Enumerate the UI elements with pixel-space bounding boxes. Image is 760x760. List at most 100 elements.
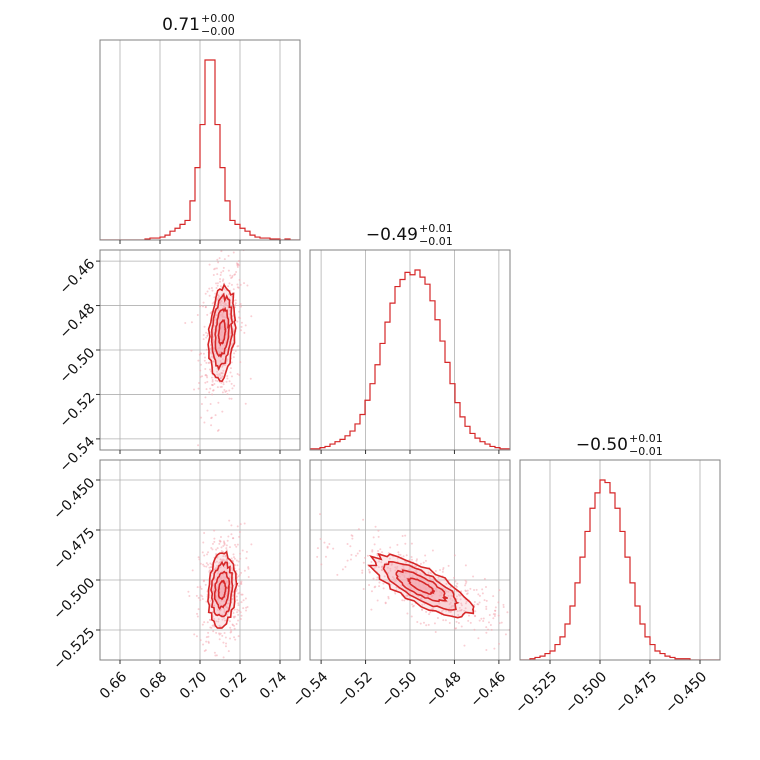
title-param-0-sup: +0.00 <box>201 12 235 25</box>
histogram-bin <box>405 272 410 450</box>
histogram-bin <box>570 606 575 660</box>
sample-point <box>223 388 226 391</box>
sample-point <box>498 589 501 592</box>
sample-point <box>216 373 219 376</box>
histogram-bin <box>245 231 250 240</box>
sample-point <box>220 600 223 603</box>
sample-point <box>316 547 319 550</box>
sample-point <box>239 361 242 364</box>
sample-point <box>403 574 406 577</box>
histogram-bin <box>225 201 230 240</box>
sample-point <box>226 358 229 361</box>
sample-point <box>229 626 232 629</box>
sample-point <box>226 393 229 396</box>
histogram-bin <box>455 403 460 450</box>
histogram-bin <box>375 365 380 450</box>
sample-point <box>403 599 406 602</box>
sample-point <box>233 384 236 387</box>
sample-point <box>227 254 230 257</box>
sample-point <box>236 599 239 602</box>
sample-point <box>455 620 458 623</box>
sample-point <box>239 611 242 614</box>
sample-point <box>411 575 414 578</box>
sample-point <box>206 376 209 379</box>
sample-point <box>244 597 247 600</box>
sample-point <box>494 606 497 609</box>
sample-point <box>216 587 219 590</box>
sample-point <box>216 608 219 611</box>
histogram-bin <box>640 624 645 660</box>
sample-point <box>450 610 453 613</box>
sample-point <box>200 416 203 419</box>
sample-point <box>211 379 214 382</box>
sample-point <box>492 613 495 616</box>
sample-point <box>239 557 242 560</box>
sample-point <box>188 594 191 597</box>
sample-point <box>225 642 228 645</box>
x-tick-label-param-1: −0.52 <box>334 669 376 711</box>
sample-point <box>319 513 322 516</box>
sample-point <box>212 389 215 392</box>
sample-point <box>209 569 212 572</box>
histogram-bin <box>240 228 245 240</box>
sample-point <box>245 606 248 609</box>
title-param-2-sub: −0.01 <box>629 445 663 458</box>
sample-point <box>221 618 224 621</box>
sample-point <box>213 651 216 654</box>
sample-point <box>206 621 209 624</box>
sample-point <box>326 546 329 549</box>
sample-point <box>358 549 361 552</box>
histogram-bin <box>600 480 605 660</box>
sample-point <box>219 671 221 673</box>
histogram-bin <box>355 424 360 450</box>
sample-point <box>217 570 220 573</box>
sample-point <box>202 333 205 336</box>
sample-point <box>211 376 214 379</box>
sample-point <box>221 410 224 413</box>
sample-point <box>368 571 371 574</box>
sample-point <box>235 559 238 562</box>
sample-point <box>344 565 347 568</box>
sample-point <box>442 568 445 571</box>
sample-point <box>383 575 386 578</box>
sample-point <box>371 549 374 552</box>
x-tick-label-param-0: 0.72 <box>217 669 250 702</box>
sample-point <box>428 613 431 616</box>
sample-point <box>478 601 481 604</box>
sample-point <box>485 607 488 610</box>
sample-point <box>222 381 225 384</box>
sample-point <box>247 575 250 578</box>
sample-point <box>216 680 218 682</box>
sample-point <box>235 262 238 265</box>
sample-point <box>235 595 238 598</box>
sample-point <box>223 305 226 308</box>
x-tick-label-param-2: −0.475 <box>612 669 660 717</box>
sample-point <box>206 409 209 412</box>
sample-point <box>223 344 226 347</box>
sample-point <box>441 570 444 573</box>
sample-point <box>196 313 199 316</box>
sample-point <box>228 397 231 400</box>
sample-point <box>208 570 211 573</box>
sample-point <box>406 583 409 586</box>
sample-point <box>238 304 241 307</box>
sample-point <box>371 550 374 553</box>
sample-point <box>211 384 214 387</box>
sample-point <box>512 633 514 635</box>
sample-point <box>213 540 216 543</box>
sample-point <box>222 270 225 273</box>
sample-point <box>460 608 463 611</box>
sample-point <box>477 593 480 596</box>
sample-point <box>419 562 422 565</box>
sample-point <box>240 601 243 604</box>
sample-point <box>478 619 481 622</box>
sample-point <box>469 621 472 624</box>
sample-point <box>231 567 234 570</box>
sample-point <box>374 585 377 588</box>
sample-point <box>231 597 234 600</box>
sample-point <box>419 573 422 576</box>
sample-point <box>450 606 453 609</box>
sample-point <box>213 347 216 350</box>
sample-point <box>209 626 212 629</box>
sample-point <box>350 553 353 556</box>
